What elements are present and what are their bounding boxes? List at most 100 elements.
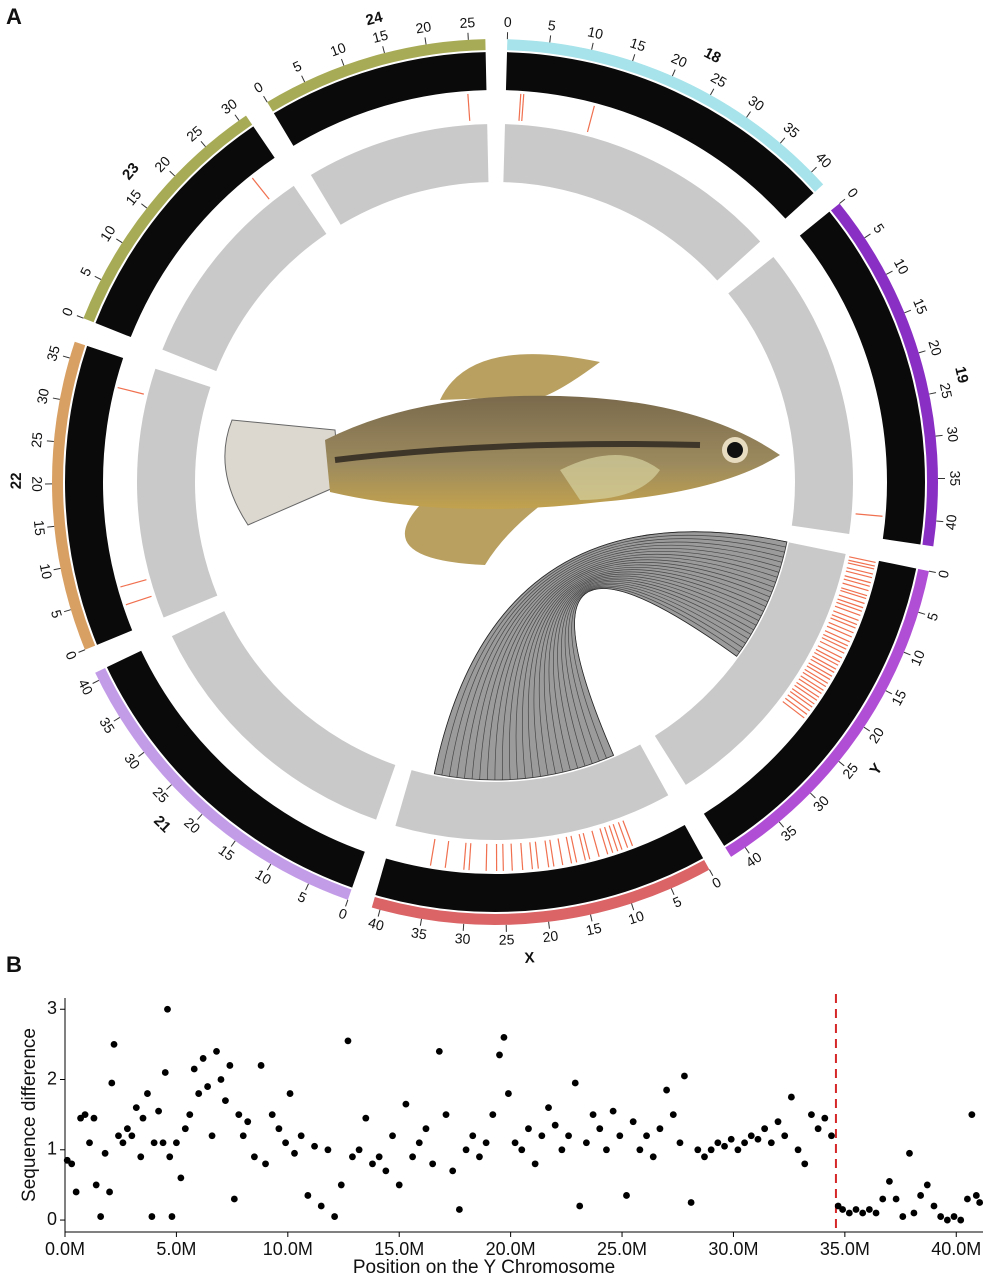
red-mark (608, 825, 619, 852)
point (239, 1132, 247, 1140)
red-mark (429, 838, 436, 866)
tick-mark (929, 392, 937, 395)
red-mark (844, 575, 871, 584)
point (821, 1114, 829, 1122)
tick-label: 0 (504, 14, 512, 30)
point (923, 1181, 931, 1189)
chromosome-name: Y (866, 760, 886, 778)
point (886, 1178, 893, 1185)
red-mark (814, 651, 839, 666)
tick-label: 35 (43, 343, 63, 363)
tick-label: 35 (410, 924, 428, 942)
x-tick-label: 35.0M (820, 1239, 870, 1259)
point (741, 1139, 748, 1147)
point (917, 1192, 925, 1199)
tick-label: 5 (77, 264, 95, 278)
tick-mark (671, 69, 676, 77)
tick-mark (548, 921, 550, 929)
tick-label: 20 (865, 724, 887, 746)
red-mark (823, 633, 849, 647)
tick-mark (52, 397, 60, 400)
point (90, 1114, 98, 1122)
tick-label: 40 (367, 914, 386, 934)
gray-track (728, 256, 853, 534)
red-mark (802, 671, 827, 688)
link-line (494, 556, 776, 781)
point (589, 1111, 597, 1119)
tick-label: 10 (586, 23, 605, 42)
red-mark (824, 630, 850, 643)
red-mark (849, 556, 876, 563)
chromosome-band (51, 341, 96, 650)
point (545, 1104, 552, 1112)
red-mark (612, 823, 623, 850)
point (676, 1139, 684, 1147)
tick-mark (141, 203, 148, 209)
tick-mark (779, 137, 786, 144)
link-line (522, 567, 769, 779)
tick-label: 20 (29, 476, 45, 492)
point (469, 1132, 477, 1140)
chromosome-band (83, 115, 253, 323)
tick-label: 5 (924, 610, 942, 622)
point (906, 1149, 913, 1157)
point (415, 1139, 423, 1147)
tick-mark (670, 888, 675, 896)
chromosome-name: 22 (8, 473, 25, 490)
tick-mark (76, 315, 84, 319)
point (164, 1005, 171, 1013)
red-mark (800, 675, 824, 691)
tick-label: 10 (97, 222, 119, 244)
point (727, 1135, 735, 1143)
point (86, 1139, 93, 1147)
red-mark (838, 594, 865, 605)
point (166, 1153, 174, 1161)
tick-label: 20 (414, 18, 432, 36)
red-mark (510, 843, 513, 871)
point (968, 1111, 976, 1119)
point (349, 1153, 356, 1161)
tick-mark (197, 813, 203, 820)
point (845, 1209, 853, 1217)
tick-label: 35 (947, 471, 963, 487)
red-mark (534, 841, 539, 869)
tick-mark (382, 46, 385, 54)
point (97, 1213, 105, 1220)
tick-label: 15 (122, 186, 144, 208)
tick-mark (778, 821, 785, 828)
red-mark (565, 836, 573, 864)
red-mark (622, 820, 634, 847)
tick-label: 10 (891, 256, 913, 277)
tick-mark (918, 611, 926, 615)
point (482, 1139, 490, 1147)
gray-track (654, 542, 846, 785)
point (505, 1090, 512, 1097)
point (402, 1100, 410, 1108)
point (489, 1111, 497, 1119)
point (331, 1213, 339, 1220)
tick-mark (810, 792, 816, 799)
tick-mark (345, 899, 349, 907)
point (161, 1069, 169, 1076)
tick-label: 25 (28, 431, 45, 448)
tick-mark (230, 840, 236, 847)
chromosome-band (267, 39, 486, 112)
density-track (273, 52, 487, 146)
point (455, 1206, 463, 1213)
point (317, 1202, 325, 1210)
point (132, 1104, 140, 1112)
tick-label: 15 (584, 919, 603, 938)
tick-mark (936, 520, 944, 523)
tick-mark (340, 58, 345, 66)
point (422, 1125, 430, 1133)
gray-track (171, 611, 396, 820)
point (957, 1216, 965, 1224)
point (808, 1111, 815, 1119)
point (362, 1114, 370, 1122)
point (128, 1132, 136, 1140)
chromosome-name: 19 (951, 365, 971, 385)
point (442, 1111, 450, 1119)
tick-label: 35 (96, 714, 118, 736)
point (976, 1199, 984, 1206)
tick-label: 30 (218, 95, 240, 117)
